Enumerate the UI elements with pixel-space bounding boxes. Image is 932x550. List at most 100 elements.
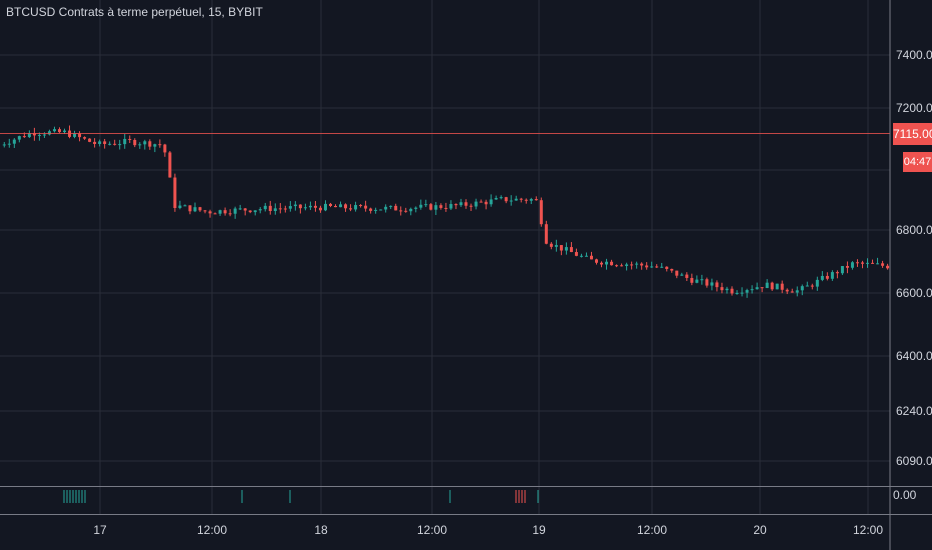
candle-body (549, 243, 553, 247)
candle-body (273, 208, 277, 212)
candle-body (173, 177, 177, 209)
candle-body (32, 133, 36, 136)
candle-body (840, 266, 844, 274)
indicator-value-label: 0.00 (893, 488, 917, 502)
candle-body (800, 286, 804, 291)
candle-body (248, 210, 252, 213)
candle-body (514, 198, 518, 201)
candle-body (213, 213, 217, 215)
candle-body (524, 199, 528, 201)
candle-body (37, 134, 41, 136)
time-tick-label: 17 (93, 523, 107, 537)
candle-body (178, 205, 182, 209)
candle-body (620, 265, 624, 267)
candle-body (464, 202, 468, 206)
candle-body (770, 282, 774, 290)
candle-body (665, 266, 669, 269)
time-axis-labels: 17 12:00 18 12:00 19 12:00 20 12:00 (93, 523, 883, 537)
candle-body (17, 136, 21, 140)
candle-body (263, 205, 267, 210)
candle-body (850, 262, 854, 268)
candle-body (369, 208, 373, 211)
candle-body (655, 266, 659, 268)
candle-body (83, 137, 87, 139)
candle-body (103, 141, 107, 144)
price-tick-label: 7400.00 (896, 48, 932, 62)
candle-body (474, 201, 478, 207)
candle-body (354, 205, 358, 210)
candle-body (755, 287, 759, 290)
candle-body (835, 272, 839, 274)
candle-body (379, 209, 383, 211)
time-tick-label: 20 (753, 523, 767, 537)
candle-body (855, 262, 859, 264)
candle-body (695, 279, 699, 283)
candle-body (308, 205, 312, 208)
candle-body (63, 130, 67, 133)
candle-body (409, 208, 413, 212)
grid-lines (0, 0, 890, 514)
candle-body (710, 282, 714, 286)
candle-body (359, 205, 363, 207)
candle-body (394, 205, 398, 211)
candle-body (886, 265, 890, 269)
candle-body (730, 288, 734, 294)
candle-body (559, 245, 563, 251)
candle-body (283, 208, 287, 210)
price-axis-labels: 7400.00 7200.00 6800.00 6600.00 6400.00 6240.… (896, 48, 932, 468)
candle-body (715, 282, 719, 288)
candle-body (303, 207, 307, 209)
price-tick-label: 6090.00 (896, 454, 932, 468)
candle-body (193, 207, 197, 212)
candle-body (158, 144, 162, 146)
candle-body (504, 197, 508, 202)
candle-body (384, 206, 388, 210)
price-tick-label: 7200.00 (896, 101, 932, 115)
candle-body (349, 208, 353, 210)
candle-body (625, 264, 629, 266)
candle-body (253, 210, 257, 213)
candle-body (148, 141, 152, 147)
candle-body (795, 290, 799, 293)
candle-body (414, 207, 418, 209)
candle-body (113, 143, 117, 145)
candle-body (429, 204, 433, 210)
time-tick-label: 12:00 (197, 523, 227, 537)
candle-body (108, 143, 112, 145)
candle-body (143, 141, 147, 145)
candle-body (600, 262, 604, 265)
candle-body (494, 198, 498, 200)
candle-body (7, 143, 11, 145)
candle-body (765, 282, 769, 289)
candle-body (133, 139, 137, 146)
candle-body (680, 274, 684, 276)
candle-body (323, 203, 327, 211)
candle-body (605, 261, 609, 265)
candle-body (223, 210, 227, 214)
candle-body (690, 277, 694, 283)
price-tick-label: 6400.00 (896, 349, 932, 363)
candle-body (188, 205, 192, 212)
candle-body (574, 252, 578, 256)
candle-body (881, 263, 885, 266)
candle-body (700, 279, 704, 281)
candle-body (313, 205, 317, 208)
time-tick-label: 18 (314, 523, 328, 537)
candle-body (93, 141, 97, 145)
candle-body (12, 139, 16, 144)
candle-body (123, 138, 127, 145)
bar-countdown-tag: 04:47 (903, 152, 932, 172)
candle-body (424, 204, 428, 206)
candle-body (615, 265, 619, 267)
candle-body (318, 207, 322, 211)
candle-body (78, 133, 82, 138)
candle-body (820, 275, 824, 280)
candle-body (529, 199, 533, 201)
candle-body (128, 138, 132, 140)
candle-body (334, 206, 338, 208)
candle-body (635, 263, 639, 265)
price-tick-label: 6600.00 (896, 286, 932, 300)
candle-body (519, 198, 523, 200)
candle-body (499, 197, 503, 199)
